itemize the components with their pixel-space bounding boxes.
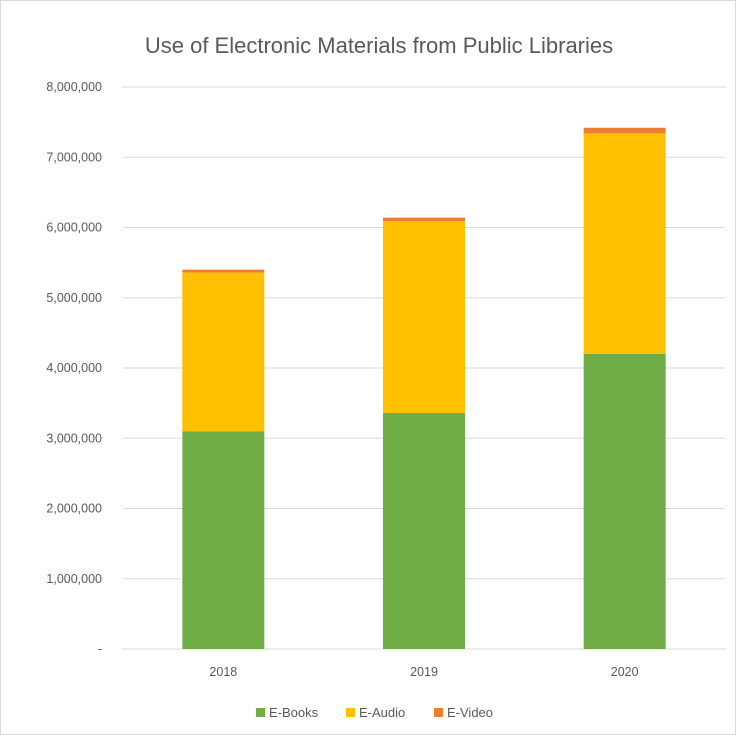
- chart-title: Use of Electronic Materials from Public …: [145, 33, 613, 58]
- y-tick-label: 7,000,000: [46, 150, 102, 164]
- y-tick-label: -: [98, 642, 102, 656]
- x-tick-label: 2019: [410, 665, 438, 679]
- y-tick-label: 2,000,000: [46, 502, 102, 516]
- legend-swatch: [434, 708, 443, 717]
- y-tick-label: 3,000,000: [46, 431, 102, 445]
- bar-e-audio-2019: [383, 221, 465, 413]
- y-tick-label: 1,000,000: [46, 572, 102, 586]
- bars: [182, 127, 666, 649]
- bar-e-audio-2018: [182, 272, 265, 432]
- legend-swatch: [256, 708, 265, 717]
- bar-e-books-2019: [383, 412, 465, 649]
- legend-label: E-Audio: [359, 705, 405, 720]
- bar-e-video-2018: [182, 269, 265, 273]
- y-axis-ticks: - 1,000,000 2,000,000 3,000,000 4,000,000 5,0…: [46, 80, 102, 656]
- x-tick-label: 2018: [209, 665, 237, 679]
- legend-swatch: [346, 708, 355, 717]
- legend-label: E-Video: [447, 705, 493, 720]
- bar-e-audio-2020: [583, 133, 666, 354]
- x-tick-label: 2020: [611, 665, 639, 679]
- y-tick-label: 8,000,000: [46, 80, 102, 94]
- bar-e-books-2018: [182, 431, 265, 649]
- bar-e-video-2019: [383, 217, 465, 222]
- legend-label: E-Books: [269, 705, 319, 720]
- legend: E-Books E-Audio E-Video: [256, 705, 493, 720]
- bar-e-books-2020: [583, 353, 666, 649]
- y-tick-label: 5,000,000: [46, 291, 102, 305]
- y-tick-label: 6,000,000: [46, 221, 102, 235]
- y-tick-label: 4,000,000: [46, 361, 102, 375]
- bar-e-video-2020: [583, 127, 666, 134]
- x-axis-ticks: 2018 2019 2020: [209, 665, 638, 679]
